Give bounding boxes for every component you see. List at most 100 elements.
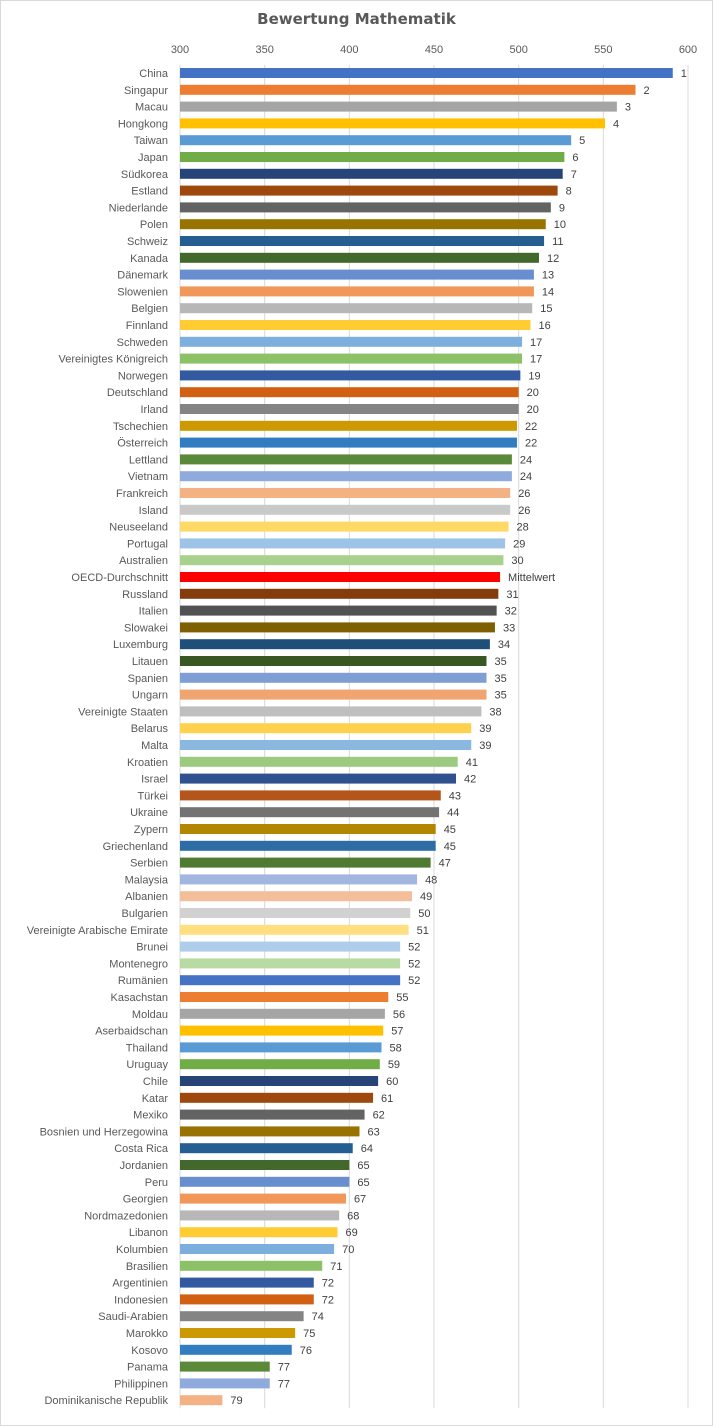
bar xyxy=(180,1328,296,1338)
bar xyxy=(180,387,519,398)
bar xyxy=(180,1344,292,1355)
data-label: 24 xyxy=(520,471,532,483)
category-label: Chile xyxy=(143,1076,168,1088)
category-label: Dänemark xyxy=(117,270,168,282)
category-label: Schweiz xyxy=(127,236,168,248)
category-label: Brunei xyxy=(136,942,168,954)
data-label: 67 xyxy=(354,1194,366,1206)
data-label: 16 xyxy=(539,320,551,332)
data-label: 30 xyxy=(511,555,523,567)
category-label: Malta xyxy=(141,740,169,752)
bar xyxy=(180,185,558,196)
category-label: Deutschland xyxy=(107,387,168,399)
bar xyxy=(180,336,523,347)
category-label: Kolumbien xyxy=(116,1244,168,1256)
category-label: Frankreich xyxy=(116,488,168,500)
bar xyxy=(180,656,487,666)
category-label: Vereinigtes Königreich xyxy=(59,354,168,366)
data-label: 62 xyxy=(373,1110,385,1122)
bar xyxy=(180,756,458,767)
data-label: 4 xyxy=(613,118,619,130)
bar xyxy=(180,219,546,230)
data-label: 58 xyxy=(390,1042,402,1054)
category-label: Irland xyxy=(140,404,168,416)
category-label: Montenegro xyxy=(109,958,168,970)
data-label: 61 xyxy=(381,1093,393,1105)
bar xyxy=(180,488,511,498)
category-label: Slowenien xyxy=(117,286,168,298)
data-label: 9 xyxy=(559,202,565,214)
data-label: 15 xyxy=(540,303,552,315)
bar xyxy=(180,555,504,566)
bar xyxy=(180,303,533,314)
category-label: Zypern xyxy=(134,824,168,836)
category-label: Island xyxy=(139,505,168,517)
bar xyxy=(180,404,519,414)
category-label: Mexiko xyxy=(133,1110,168,1122)
bar xyxy=(180,924,409,935)
bar xyxy=(180,1176,350,1187)
data-label: 60 xyxy=(386,1076,398,1088)
bar xyxy=(180,1076,379,1086)
data-label: 31 xyxy=(506,589,518,601)
bar xyxy=(180,740,472,750)
category-label: Macau xyxy=(135,102,168,114)
category-label: Russland xyxy=(122,589,168,601)
x-tick-label: 350 xyxy=(255,44,273,56)
data-label: 1 xyxy=(681,68,687,80)
data-label: 45 xyxy=(444,824,456,836)
category-label: Schweden xyxy=(117,337,168,349)
bar xyxy=(180,135,572,146)
category-label: Spanien xyxy=(128,673,168,685)
data-label: 33 xyxy=(503,622,515,634)
data-label: 65 xyxy=(357,1177,369,1189)
data-label: 68 xyxy=(347,1210,359,1222)
data-label: 76 xyxy=(300,1345,312,1357)
data-label: 20 xyxy=(527,387,539,399)
bar xyxy=(180,773,457,784)
category-label: Slowakei xyxy=(124,622,168,634)
data-label: 12 xyxy=(547,253,559,265)
data-label: 43 xyxy=(449,790,461,802)
category-label: Taiwan xyxy=(134,135,168,147)
bar xyxy=(180,572,501,582)
data-label: 41 xyxy=(466,757,478,769)
category-label: Vereinigte Staaten xyxy=(78,706,168,718)
category-label: Niederlande xyxy=(109,202,168,214)
category-label: Marokko xyxy=(126,1328,168,1340)
data-label: 75 xyxy=(303,1328,315,1340)
chart-title: Bewertung Mathematik xyxy=(257,10,456,28)
data-label: 52 xyxy=(408,958,420,970)
bar xyxy=(180,168,563,179)
category-label: Indonesien xyxy=(114,1294,168,1306)
data-label: 77 xyxy=(278,1362,290,1374)
category-label: Bulgarien xyxy=(122,908,168,920)
data-label: 26 xyxy=(518,488,530,500)
bar xyxy=(180,504,511,515)
bar xyxy=(180,1277,314,1288)
bar xyxy=(180,672,487,683)
bar xyxy=(180,622,495,633)
data-label: 22 xyxy=(525,438,537,450)
category-label: Polen xyxy=(140,219,168,231)
category-label: Südkorea xyxy=(121,169,169,181)
data-label: 34 xyxy=(498,639,510,651)
category-label: China xyxy=(139,68,169,80)
data-label: 19 xyxy=(528,370,540,382)
data-label: 35 xyxy=(494,656,506,668)
x-tick-label: 600 xyxy=(679,44,697,56)
data-label: 44 xyxy=(447,807,459,819)
data-label: 28 xyxy=(517,522,529,534)
data-label: 65 xyxy=(357,1160,369,1172)
category-label: Costa Rica xyxy=(114,1143,169,1155)
bar xyxy=(180,1361,270,1372)
bar xyxy=(180,689,487,700)
x-tick-label: 450 xyxy=(425,44,443,56)
category-label: Peru xyxy=(145,1177,168,1189)
category-label: Belarus xyxy=(131,723,169,735)
data-label: 14 xyxy=(542,286,554,298)
data-label: 26 xyxy=(518,505,530,517)
x-tick-label: 550 xyxy=(594,44,612,56)
data-label: 20 xyxy=(527,404,539,416)
data-label: 55 xyxy=(396,992,408,1004)
